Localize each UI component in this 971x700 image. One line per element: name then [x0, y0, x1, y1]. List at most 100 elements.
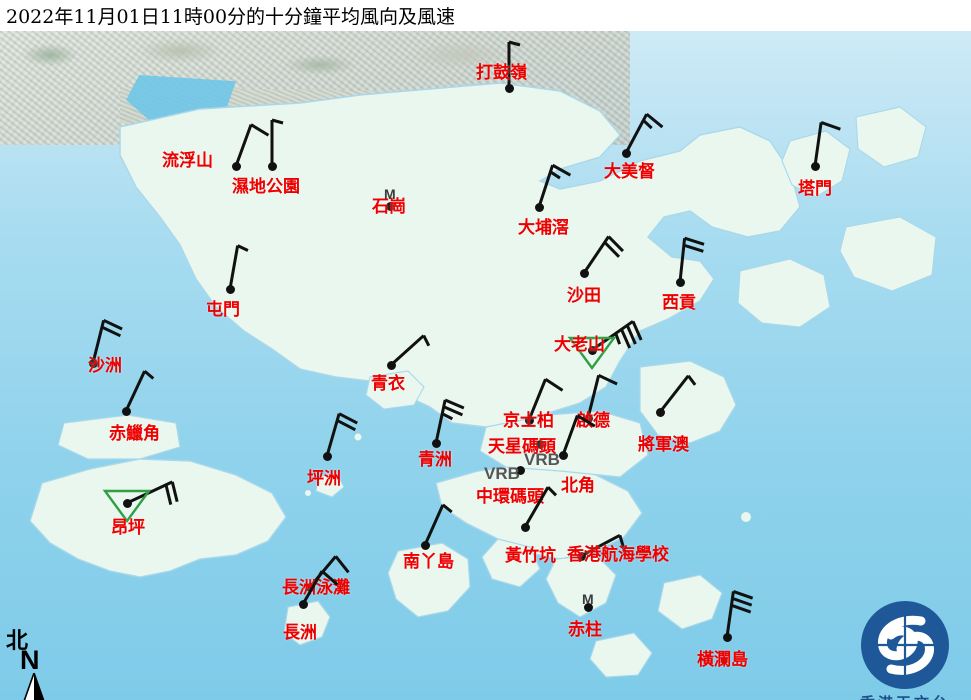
station-dot [385, 201, 395, 211]
hk-landmass [29, 82, 937, 678]
station-dot [579, 268, 589, 278]
station-label: 屯門 [206, 300, 240, 320]
station-dot [810, 161, 820, 171]
station-label: 坪洲 [307, 469, 341, 489]
station-dot [534, 202, 544, 212]
wind-barb-icon [658, 374, 697, 413]
station-label: 長洲泳灘 [282, 578, 350, 598]
wind-barb-icon [582, 235, 625, 274]
wind-barb-icon [561, 414, 596, 456]
variable-wind-flag: VRB [524, 450, 560, 469]
variable-wind-flag: VRB [484, 464, 520, 483]
wind-barb-icon [537, 163, 572, 208]
station-dot [122, 498, 132, 508]
station-dot [504, 83, 514, 93]
page-title: 2022年11月01日11時00分的十分鐘平均風向及風速 [6, 6, 456, 28]
station-dot [520, 522, 530, 532]
station-label: 黃竹坑 [505, 546, 556, 566]
station-dot [558, 450, 568, 460]
station-label: 香港航海學校 [567, 545, 669, 565]
wind-barb-icon [270, 118, 284, 166]
wind-barb-icon [234, 123, 270, 167]
logo-text-zh: 香港天文台 [843, 692, 967, 700]
station-dot [583, 602, 593, 612]
station-label: 沙洲 [88, 356, 122, 376]
station-dot [322, 451, 332, 461]
wind-barb-icon [527, 377, 564, 421]
wind-barb-icon [580, 534, 628, 558]
wind-barb-icon [325, 412, 358, 457]
wind-barb-icon [389, 334, 431, 367]
wind-barb-icon [423, 503, 453, 546]
station-dot [225, 284, 235, 294]
wind-barb-icon [507, 40, 521, 88]
station-label: 長洲 [283, 623, 317, 643]
station-dot [431, 438, 441, 448]
station-label: 打鼓嶺 [476, 63, 527, 83]
station-dot [231, 161, 241, 171]
compass-rose: 北 N [4, 623, 74, 700]
station-label: 大老山 [554, 335, 605, 355]
station-dot [576, 551, 586, 561]
wind-barb-icon [523, 486, 558, 528]
map-canvas[interactable]: 打鼓嶺 流浮山 濕地公園 石崗 M 大美督 大埔滘 塔門 沙田 西貢 大老山 屯門 沙洲 赤鱲角 青衣 坪洲青… [0, 31, 971, 700]
station-label: 流浮山 [162, 151, 213, 171]
station-dot [675, 277, 685, 287]
station-label: 將軍澳 [638, 435, 689, 455]
compass-label-zh: 北 [6, 628, 29, 654]
wind-barb-icon [301, 569, 339, 605]
wind-barb-icon [434, 398, 465, 444]
station-label: 赤柱 [568, 620, 602, 640]
wind-barb-icon [591, 320, 643, 352]
title-bar: 2022年11月01日11時00分的十分鐘平均風向及風速 [0, 0, 971, 31]
gale-triangle-icon [102, 489, 152, 524]
station-label: 青洲 [418, 450, 452, 470]
station-label: 石崗 [372, 197, 406, 217]
wind-barb-icon [228, 244, 249, 290]
station-dot [621, 148, 631, 158]
station-dot [524, 415, 534, 425]
compass-label-en: N [20, 645, 40, 675]
wind-barb-icon [126, 480, 179, 505]
station-label: 昂坪 [111, 518, 145, 538]
station-label: 大埔滘 [518, 218, 569, 238]
wind-barb-icon [678, 236, 705, 283]
station-label: 赤鱲角 [109, 424, 160, 444]
hko-logo: 香港天文台 HONG KONG OBSERVATORY [843, 599, 967, 700]
station-label: 青衣 [371, 374, 405, 394]
station-dot [515, 465, 525, 475]
missing-data-flag: M [582, 591, 594, 607]
wind-barb-icon [813, 121, 841, 167]
station-label: 啟德 [576, 411, 610, 431]
wind-barb-icon [586, 373, 618, 419]
station-dot [267, 161, 277, 171]
station-dot [583, 413, 593, 423]
station-dot [420, 540, 430, 550]
station-label: 京士柏 [503, 411, 554, 431]
wind-barb-icon [725, 590, 754, 638]
station-dot [535, 439, 545, 449]
station-label: 大美督 [604, 162, 655, 182]
station-dot [722, 632, 732, 642]
wind-barb-icon [91, 318, 123, 364]
wind-barb-icon [124, 369, 155, 412]
station-label: 沙田 [567, 286, 601, 306]
station-label: 橫瀾島 [697, 650, 748, 670]
station-dot [88, 358, 98, 368]
station-label: 西貢 [662, 293, 696, 313]
station-dot [305, 582, 315, 592]
station-dot [587, 345, 597, 355]
station-dot [655, 407, 665, 417]
station-dot [386, 360, 396, 370]
station-label: 塔門 [798, 179, 832, 199]
gale-triangle-icon [567, 336, 617, 371]
station-label: 北角 [561, 476, 595, 496]
wind-barb-icon [624, 112, 664, 154]
station-label: 天星碼頭 [488, 437, 556, 457]
station-dot [121, 406, 131, 416]
north-arrow-icon [23, 673, 45, 700]
missing-data-flag: M [384, 186, 396, 202]
station-dot [298, 599, 308, 609]
hko-emblem-icon [861, 601, 949, 689]
